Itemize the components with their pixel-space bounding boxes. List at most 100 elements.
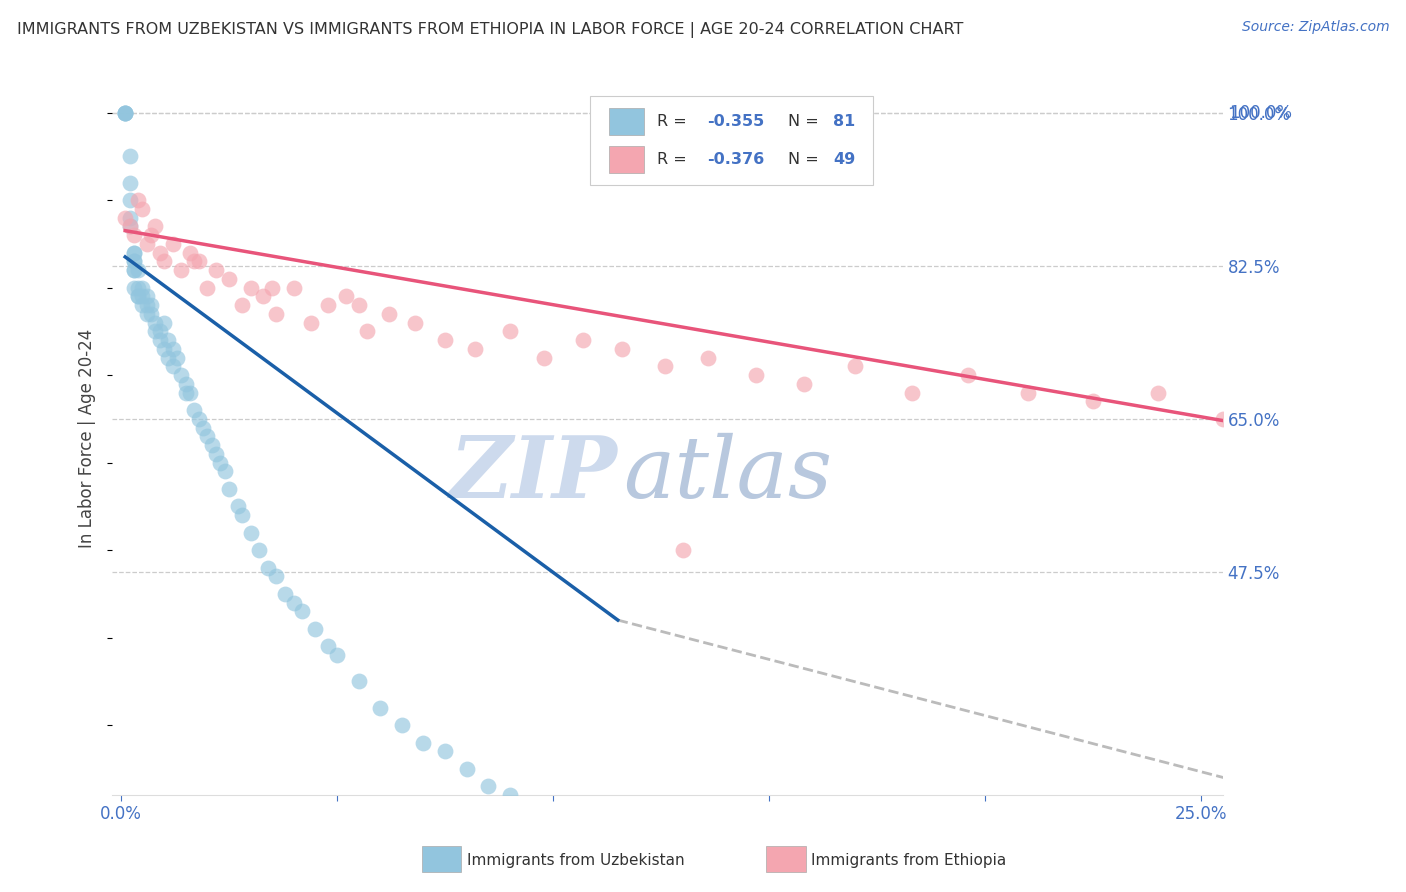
Point (153, 342, 176, 356)
Point (247, 543, 270, 558)
Point (291, 604, 314, 618)
Point (187, 411, 209, 425)
Point (304, 622, 326, 636)
Point (122, 280, 145, 294)
Point (1081, 394, 1104, 409)
Point (118, 176, 141, 190)
Point (122, 245, 145, 260)
Point (149, 333, 172, 347)
Point (299, 316, 322, 330)
Point (520, 797, 543, 811)
Point (139, 298, 162, 312)
Point (356, 324, 378, 338)
Point (391, 718, 413, 732)
Point (226, 500, 249, 514)
Point (127, 289, 149, 303)
Point (572, 333, 595, 347)
Point (153, 316, 176, 330)
Text: 100.0%: 100.0% (1230, 103, 1292, 121)
Point (139, 307, 162, 321)
Point (122, 254, 145, 268)
Point (118, 219, 141, 234)
Point (201, 438, 224, 452)
Point (231, 298, 253, 312)
Point (256, 560, 278, 574)
Point (127, 193, 149, 207)
Text: -0.376: -0.376 (707, 152, 765, 167)
Point (205, 447, 228, 461)
Point (162, 342, 184, 356)
Point (1212, 411, 1234, 425)
Point (127, 280, 149, 294)
Point (114, 105, 136, 120)
Point (195, 429, 218, 443)
Text: 81: 81 (832, 114, 855, 129)
Point (187, 254, 209, 268)
Point (131, 289, 153, 303)
Point (956, 368, 979, 382)
Point (162, 236, 184, 251)
Point (153, 254, 176, 268)
Point (610, 342, 633, 356)
Point (114, 105, 136, 120)
Text: ZIP: ZIP (450, 433, 617, 516)
Bar (609, 145, 644, 173)
Point (335, 289, 357, 303)
Point (316, 298, 339, 312)
Point (412, 735, 434, 749)
Point (239, 280, 262, 294)
Point (157, 333, 180, 347)
Point (1017, 385, 1039, 400)
Point (274, 587, 297, 601)
Point (162, 359, 184, 374)
Point (368, 700, 391, 714)
Point (347, 298, 370, 312)
Point (145, 316, 167, 330)
Point (262, 280, 284, 294)
Point (118, 193, 141, 207)
Point (628, 823, 651, 838)
Point (499, 324, 522, 338)
Point (174, 376, 197, 391)
Point (931, 875, 953, 889)
Text: Source: ZipAtlas.com: Source: ZipAtlas.com (1241, 20, 1389, 34)
Point (145, 324, 167, 338)
Point (1146, 385, 1168, 400)
Point (585, 814, 607, 829)
Point (122, 263, 145, 277)
Point (118, 219, 141, 234)
Point (131, 202, 153, 216)
Point (145, 219, 167, 234)
Text: atlas: atlas (623, 433, 832, 516)
Point (671, 543, 693, 558)
Text: -0.355: -0.355 (707, 114, 765, 129)
Text: N =: N = (789, 152, 824, 167)
Point (149, 324, 172, 338)
FancyBboxPatch shape (589, 96, 873, 186)
Point (209, 456, 232, 470)
Text: IMMIGRANTS FROM UZBEKISTAN VS IMMIGRANTS FROM ETHIOPIA IN LABOR FORCE | AGE 20-2: IMMIGRANTS FROM UZBEKISTAN VS IMMIGRANTS… (17, 22, 963, 38)
Y-axis label: In Labor Force | Age 20-24: In Labor Force | Age 20-24 (79, 329, 96, 548)
Text: Immigrants from Ethiopia: Immigrants from Ethiopia (811, 854, 1007, 868)
Text: Immigrants from Uzbekistan: Immigrants from Uzbekistan (467, 854, 685, 868)
Point (316, 640, 339, 654)
Point (745, 368, 768, 382)
Point (179, 245, 201, 260)
Point (114, 105, 136, 120)
Point (347, 674, 370, 689)
Point (183, 254, 205, 268)
Point (844, 359, 866, 374)
Point (179, 385, 201, 400)
Point (114, 211, 136, 225)
Point (218, 272, 240, 286)
Point (283, 596, 305, 610)
Point (122, 263, 145, 277)
Point (231, 508, 253, 522)
Point (122, 227, 145, 242)
Point (131, 280, 153, 294)
Point (122, 254, 145, 268)
Point (266, 569, 288, 583)
Point (900, 385, 922, 400)
Text: N =: N = (789, 114, 824, 129)
Point (135, 236, 157, 251)
